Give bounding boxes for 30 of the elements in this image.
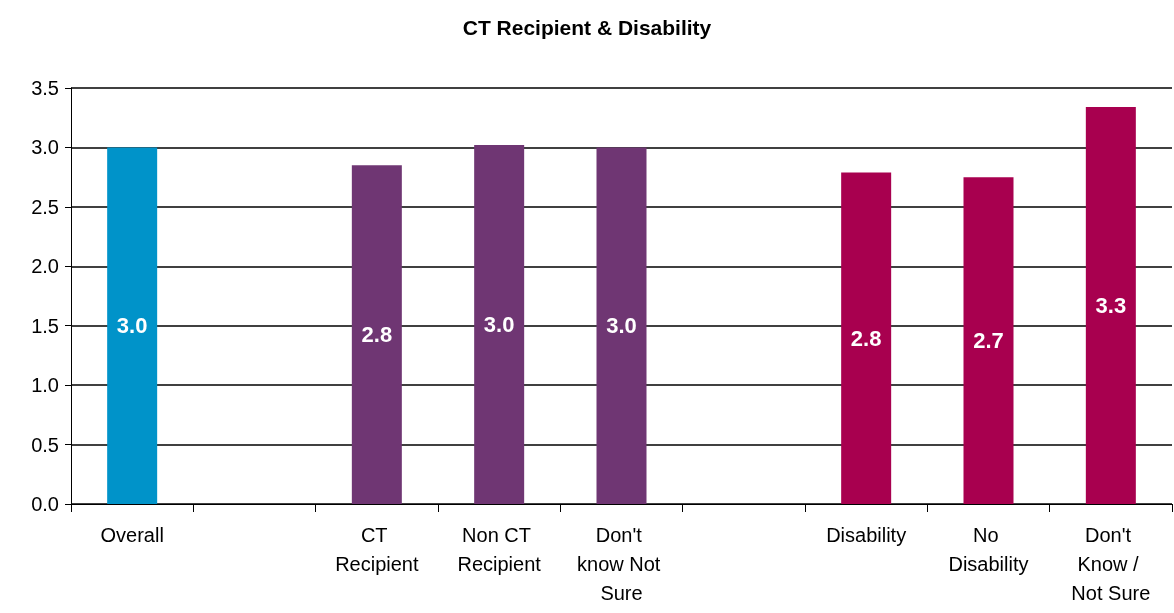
x-tick-label: CT Recipient <box>335 523 419 575</box>
y-tick-label: 2.0 <box>31 255 59 278</box>
bar <box>841 172 892 504</box>
bar <box>1085 107 1136 504</box>
data-label: 2.8 <box>850 325 882 351</box>
x-tick-label: No Disability <box>948 523 1029 575</box>
x-tick-label: Disability <box>826 523 907 546</box>
y-tick-label: 1.5 <box>31 314 59 337</box>
bar <box>963 177 1014 504</box>
x-tick-label: Overall <box>100 523 164 546</box>
y-tick-label: 3.5 <box>31 77 59 99</box>
data-label: 3.3 <box>1095 293 1127 319</box>
y-tick-label: 2.5 <box>31 195 59 218</box>
bar <box>351 165 402 504</box>
y-tick-label: 0.5 <box>31 433 59 456</box>
y-tick-label: 1.0 <box>31 374 59 397</box>
data-label: 3.0 <box>483 312 515 338</box>
bar <box>474 145 525 504</box>
bar <box>107 147 158 504</box>
data-label: 3.0 <box>606 313 637 339</box>
data-label: 2.7 <box>973 328 1004 354</box>
data-label: 2.8 <box>361 322 393 348</box>
bar <box>596 147 647 504</box>
x-tick-label: Don't Know / Not Sure <box>1071 523 1151 604</box>
data-label: 3.0 <box>116 313 148 339</box>
y-tick-label: 3.0 <box>31 136 59 159</box>
y-tick-label: 0.0 <box>31 493 59 515</box>
x-tick-label: Non CT Recipient <box>457 523 542 575</box>
x-tick-label: Don't know Not Sure <box>577 523 666 604</box>
chart-title: CT Recipient & Disability <box>462 16 712 39</box>
